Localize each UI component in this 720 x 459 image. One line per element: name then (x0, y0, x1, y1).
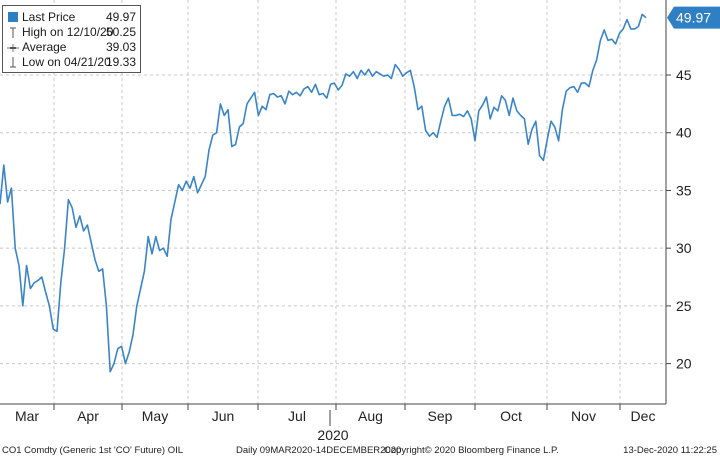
legend-average-label: Average (22, 40, 67, 54)
last-price-tag (667, 6, 720, 29)
legend-row-low: Low on 04/21/20 19.33 (3, 55, 140, 70)
y-tick-label: 35 (676, 182, 692, 198)
footer-timestamp: 13-Dec-2020 11:22:25 (623, 445, 717, 456)
x-axis-year-label: 2020 (317, 427, 348, 443)
x-tick-label: Jun (212, 408, 235, 424)
x-tick-label: Nov (571, 408, 596, 424)
last-price-tag-text: 49.97 (676, 10, 711, 26)
series-line-last-price (0, 13, 647, 373)
legend: Last Price 49.97 High on 12/10/20 50.25 … (2, 5, 141, 73)
y-tick-label: 45 (676, 67, 692, 83)
legend-row-last-price: Last Price 49.97 (3, 10, 140, 25)
x-tick-label: Mar (15, 408, 39, 424)
x-tick-label: Apr (77, 408, 99, 424)
y-tick-label: 25 (676, 298, 692, 314)
y-tick-label: 30 (676, 240, 692, 256)
footer-date-range: Daily 09MAR2020-14DECEMBER2020 (236, 445, 402, 456)
footer: CO1 Comdty (Generic 1st 'CO' Future) OIL… (0, 443, 720, 459)
last-price-label: 49.97 (667, 6, 720, 29)
x-tick-label: Oct (500, 408, 522, 424)
average-marker-icon (7, 40, 19, 55)
legend-high-label: High on 12/10/20 (22, 25, 114, 39)
legend-high-value: 50.25 (105, 25, 136, 39)
high-marker-icon (7, 25, 19, 40)
y-tick-label: 20 (676, 356, 692, 372)
legend-last-price-value: 49.97 (105, 10, 136, 24)
x-tick-label: Aug (358, 408, 383, 424)
x-tick-label: Dec (631, 408, 656, 424)
legend-row-average: Average 39.03 (3, 40, 140, 55)
gridlines (0, 0, 666, 404)
x-axis-ticks: Mar Apr May Jun Jul Aug Sep Oct Nov Dec (15, 404, 656, 426)
legend-average-value: 39.03 (105, 40, 136, 54)
blue-square-icon (7, 10, 19, 25)
legend-row-high: High on 12/10/20 50.25 (3, 25, 140, 40)
low-marker-icon (7, 55, 19, 70)
x-tick-label: Jul (288, 408, 306, 424)
footer-copyright: Copyright© 2020 Bloomberg Finance L.P. (384, 445, 559, 456)
footer-ticker: CO1 Comdty (Generic 1st 'CO' Future) OIL (2, 445, 184, 456)
legend-last-price-label: Last Price (22, 10, 76, 24)
legend-low-value: 19.33 (105, 55, 136, 69)
x-tick-label: May (142, 408, 168, 424)
y-axis-ticks: 20 25 30 35 40 45 (666, 67, 692, 372)
y-tick-label: 40 (676, 125, 692, 141)
x-tick-label: Sep (428, 408, 453, 424)
legend-low-label: Low on 04/21/20 (22, 55, 111, 69)
